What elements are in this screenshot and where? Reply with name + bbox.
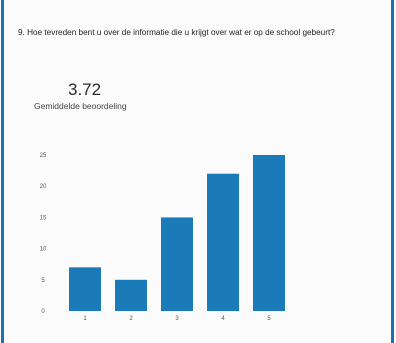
y-axis: 0 5 10 15 20 25 bbox=[40, 153, 47, 315]
y-tick-label: 15 bbox=[40, 215, 47, 221]
y-tick-label: 0 bbox=[41, 309, 45, 315]
average-rating-value: 3.72 bbox=[68, 80, 102, 99]
x-tick-label: 1 bbox=[83, 316, 87, 322]
x-tick-label: 5 bbox=[267, 316, 271, 322]
bar-rating-1 bbox=[69, 267, 101, 311]
panel-right-border bbox=[391, 0, 394, 343]
x-tick-label: 3 bbox=[175, 316, 179, 322]
y-tick-label: 20 bbox=[40, 184, 47, 190]
question-text: 9. Hoe tevreden bent u over de informati… bbox=[18, 28, 335, 37]
average-rating-label: Gemiddelde beoordeling bbox=[34, 101, 127, 111]
bar-rating-3 bbox=[161, 217, 193, 311]
bar-rating-5 bbox=[253, 155, 285, 311]
y-tick-label: 10 bbox=[40, 247, 47, 253]
x-tick-label: 2 bbox=[129, 316, 133, 322]
x-tick-label: 4 bbox=[221, 316, 225, 322]
y-tick-label: 25 bbox=[40, 153, 47, 159]
bar-rating-2 bbox=[115, 279, 147, 311]
bars bbox=[69, 155, 285, 311]
bar-rating-4 bbox=[207, 173, 239, 311]
y-tick-label: 5 bbox=[41, 278, 45, 284]
panel-left-border bbox=[1, 0, 4, 343]
x-axis: 1 2 3 4 5 bbox=[83, 316, 271, 322]
